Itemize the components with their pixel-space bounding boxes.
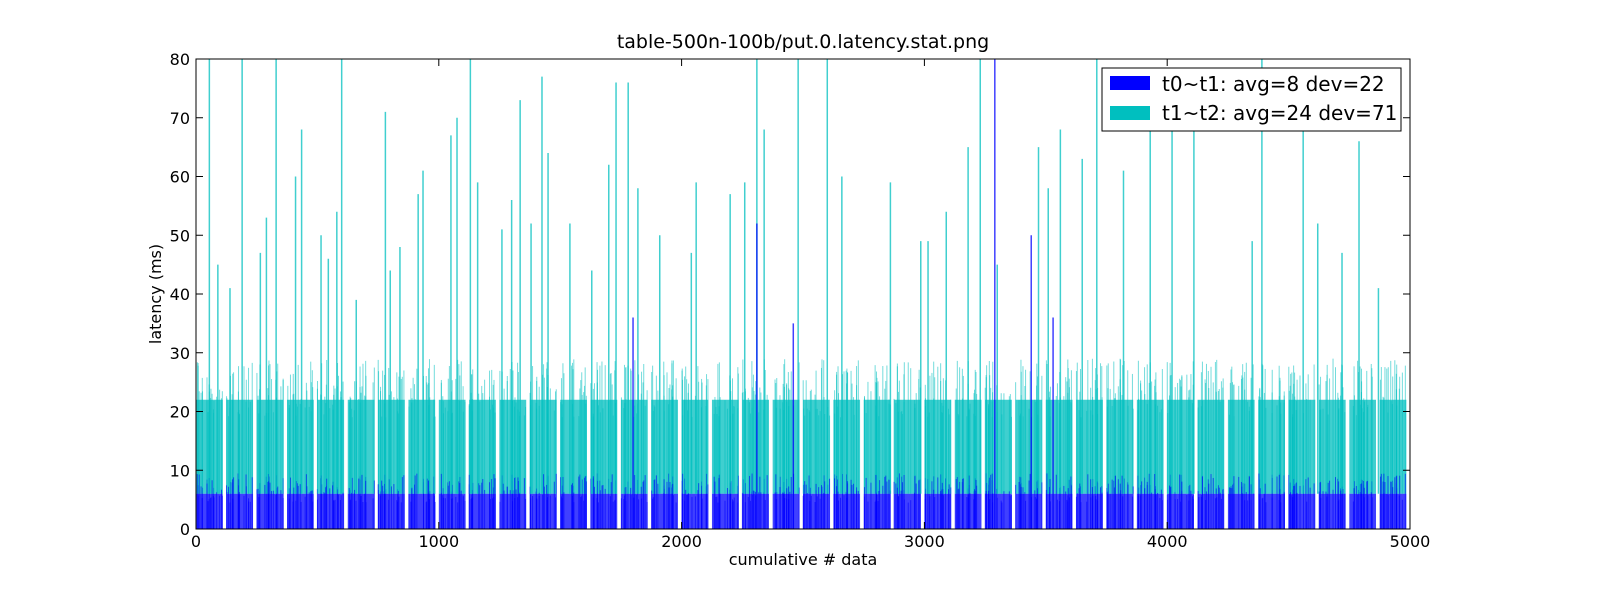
x-tick-label: 3000 bbox=[904, 532, 945, 551]
bar-area bbox=[196, 59, 1407, 529]
legend-label-t1-t2: t1~t2: avg=24 dev=71 bbox=[1162, 101, 1397, 125]
y-tick-label: 10 bbox=[170, 461, 190, 480]
chart-title: table-500n-100b/put.0.latency.stat.png bbox=[617, 31, 989, 53]
legend-box bbox=[1101, 67, 1402, 132]
y-tick-label: 50 bbox=[170, 226, 190, 245]
legend-swatch-t0-t1 bbox=[1110, 76, 1150, 90]
y-tick-label: 30 bbox=[170, 344, 190, 363]
legend: t0~t1: avg=8 dev=22 t1~t2: avg=24 dev=71 bbox=[1101, 67, 1402, 132]
y-axis-label: latency (ms) bbox=[146, 244, 165, 344]
x-tick-label: 1000 bbox=[418, 532, 459, 551]
x-axis-label: cumulative # data bbox=[729, 550, 878, 569]
y-tick-label: 20 bbox=[170, 403, 190, 422]
axis-ticks: 0 1000 2000 3000 4000 5000 0 10 20 30 40 50 60 70 80 bbox=[170, 50, 1431, 551]
y-tick-label: 40 bbox=[170, 285, 190, 304]
legend-label-t0-t1: t0~t1: avg=8 dev=22 bbox=[1162, 72, 1385, 96]
x-tick-label: 2000 bbox=[661, 532, 702, 551]
x-tick-label: 5000 bbox=[1390, 532, 1431, 551]
x-tick-label: 4000 bbox=[1147, 532, 1188, 551]
bar-t0-t1-segment bbox=[408, 493, 436, 529]
y-tick-label: 60 bbox=[170, 168, 190, 187]
y-tick-label: 70 bbox=[170, 109, 190, 128]
x-tick-label: 0 bbox=[191, 532, 201, 551]
y-tick-label: 80 bbox=[170, 50, 190, 69]
bar-t1-t2-segment bbox=[408, 399, 436, 494]
legend-swatch-t1-t2 bbox=[1110, 106, 1150, 120]
y-tick-label: 0 bbox=[180, 520, 190, 539]
